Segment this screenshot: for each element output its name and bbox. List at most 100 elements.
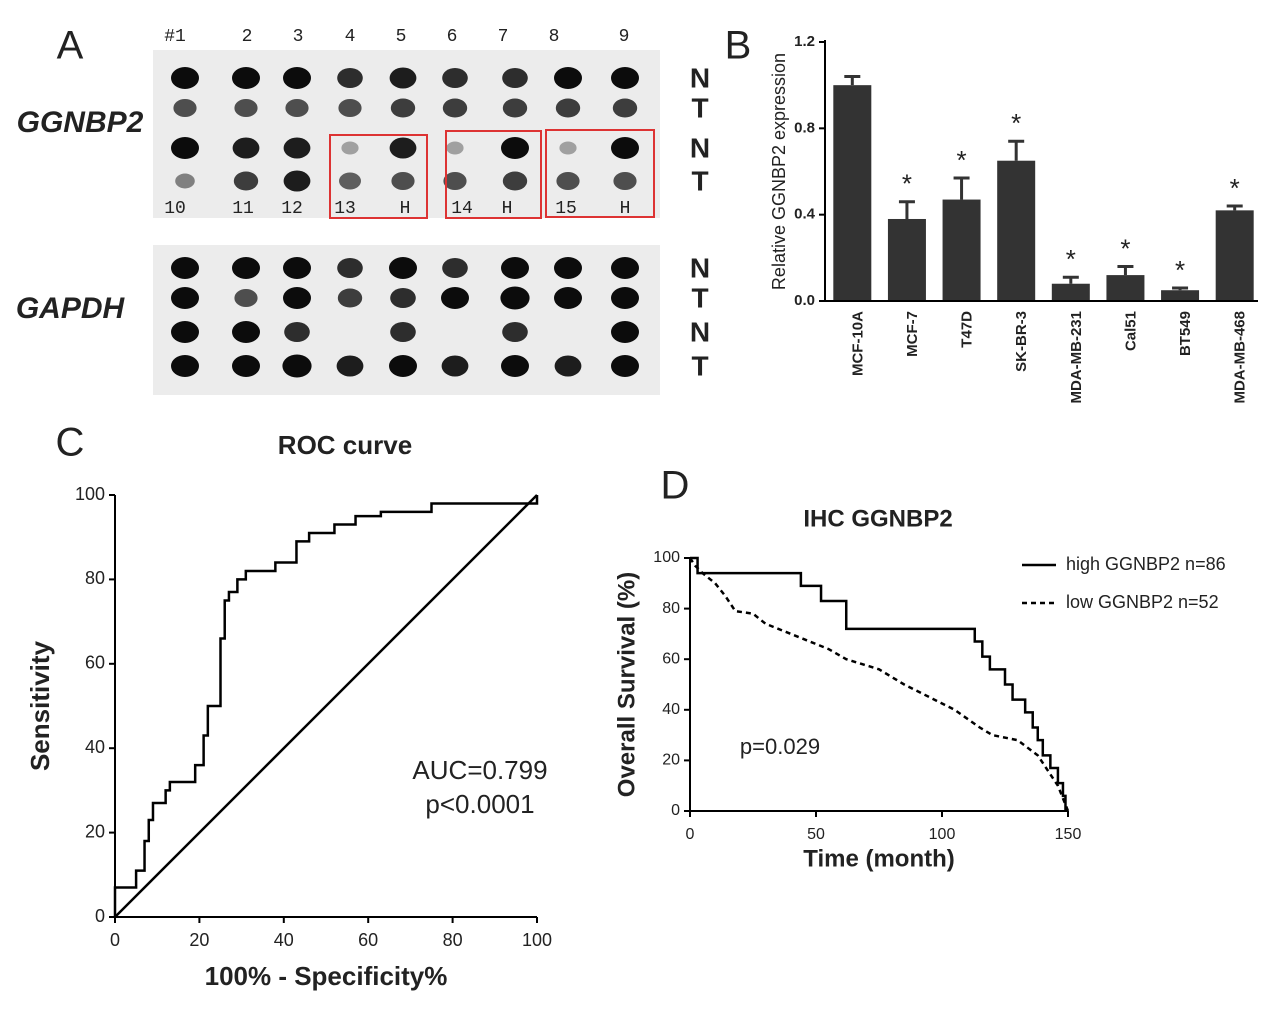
chart-title: IHC GGNBP2: [803, 505, 952, 532]
blot-dot: [389, 355, 417, 377]
row-label: N: [690, 62, 710, 93]
blot-dot: [285, 99, 309, 117]
blot-dot: [389, 137, 417, 159]
blot-dot: [283, 170, 311, 192]
gene-label: GAPDH: [16, 292, 126, 325]
blot-dot: [232, 355, 260, 377]
x-tick-label: 150: [1055, 826, 1082, 843]
lane-number: 13: [334, 199, 356, 219]
lane-number: 8: [549, 27, 560, 47]
blot-dot: [338, 99, 362, 117]
x-tick-label: SK-BR-3: [1013, 311, 1030, 372]
blot-dot: [389, 67, 417, 89]
blot-dot: [502, 68, 528, 88]
blot-dot: [233, 171, 259, 191]
x-tick-label: 0: [686, 826, 695, 843]
blot-dot: [442, 258, 468, 278]
panel-label: A: [57, 24, 84, 68]
blot-dot: [391, 172, 415, 190]
blot-dot: [556, 172, 580, 190]
highlight-box: [545, 129, 655, 218]
y-tick-label: 20: [662, 752, 680, 769]
lane-number: H: [400, 199, 411, 219]
row-label: T: [691, 92, 708, 123]
curve: [113, 495, 539, 917]
blot-dot: [337, 288, 363, 308]
y-tick-label: 1.2: [794, 33, 815, 50]
y-tick-label: 0.4: [794, 206, 816, 223]
lane-number: H: [620, 199, 631, 219]
blot-dot: [446, 141, 464, 155]
x-axis-label: 100% - Specificity%: [205, 961, 448, 991]
blot-dot: [554, 257, 582, 279]
blot-dot: [173, 99, 197, 117]
blot-dot: [283, 137, 311, 159]
significance: *: [1011, 108, 1021, 138]
blot-dot: [171, 321, 199, 343]
error-bar: [898, 200, 915, 219]
bar: [942, 199, 981, 301]
annotation: p=0.029: [740, 734, 820, 759]
y-tick-label: 0.8: [794, 119, 815, 136]
x-tick-label: 100: [522, 930, 552, 950]
x-tick-label: MDA-MB-231: [1068, 311, 1085, 404]
bar: [887, 218, 926, 301]
blot-dot: [559, 141, 577, 155]
blot-dot: [390, 98, 416, 118]
x-tick-label: 80: [443, 930, 463, 950]
blot-dot: [441, 287, 469, 309]
lane-number: 10: [164, 199, 186, 219]
lane-number: 11: [232, 199, 254, 219]
y-tick-label: 0: [671, 802, 680, 819]
panel-label: C: [56, 421, 85, 465]
panel-label: D: [661, 464, 690, 508]
lane-number: 14: [451, 199, 473, 219]
blot-dot: [341, 141, 359, 155]
significance: *: [902, 169, 912, 199]
lane-number: 12: [281, 199, 303, 219]
blot-dot: [441, 355, 469, 377]
blot-dot: [283, 257, 311, 279]
row-label: N: [690, 132, 710, 163]
bar: [1106, 275, 1145, 301]
lane-number: #1: [164, 27, 186, 47]
blot-dot: [282, 354, 312, 378]
blot-dot: [234, 99, 258, 117]
x-tick-label: MCF-10A: [849, 311, 866, 376]
legend-label: high GGNBP2 n=86: [1066, 554, 1226, 574]
blot-dot: [612, 98, 638, 118]
blot-dot: [502, 98, 528, 118]
blot-dot: [554, 287, 582, 309]
blot-dot: [339, 172, 361, 190]
blot-dots: [171, 67, 639, 378]
error-bar: [1008, 139, 1025, 161]
y-tick-label: 40: [662, 701, 680, 718]
lane-number: 6: [447, 27, 458, 47]
y-axis-label: Relative GGNBP2 expression: [769, 53, 789, 290]
y-tick-label: 80: [85, 568, 105, 588]
blot-dot: [501, 137, 529, 159]
row-label: T: [691, 350, 708, 381]
significance: *: [1066, 244, 1076, 274]
x-tick-label: MCF-7: [904, 311, 921, 357]
row-label: N: [690, 252, 710, 283]
row-label: N: [690, 316, 710, 347]
lane-number: 3: [293, 27, 304, 47]
blot-dot: [442, 98, 468, 118]
x-axis-label: Time (month): [803, 845, 955, 872]
blot-dot: [171, 355, 199, 377]
blot-dot: [390, 322, 416, 342]
blot-dot: [611, 67, 639, 89]
curve: [688, 557, 1070, 812]
gene-label: GGNBP2: [17, 106, 144, 139]
panel-label: B: [725, 24, 752, 68]
x-tick-label: T47D: [959, 311, 976, 348]
blot-dot: [337, 68, 363, 88]
y-tick-label: 60: [662, 650, 680, 667]
row-label: T: [691, 282, 708, 313]
bar: [833, 85, 872, 302]
blot-dot: [555, 98, 581, 118]
y-axis-label: Sensitivity: [25, 640, 55, 771]
blot-dot: [501, 257, 529, 279]
y-tick-label: 60: [85, 653, 105, 673]
